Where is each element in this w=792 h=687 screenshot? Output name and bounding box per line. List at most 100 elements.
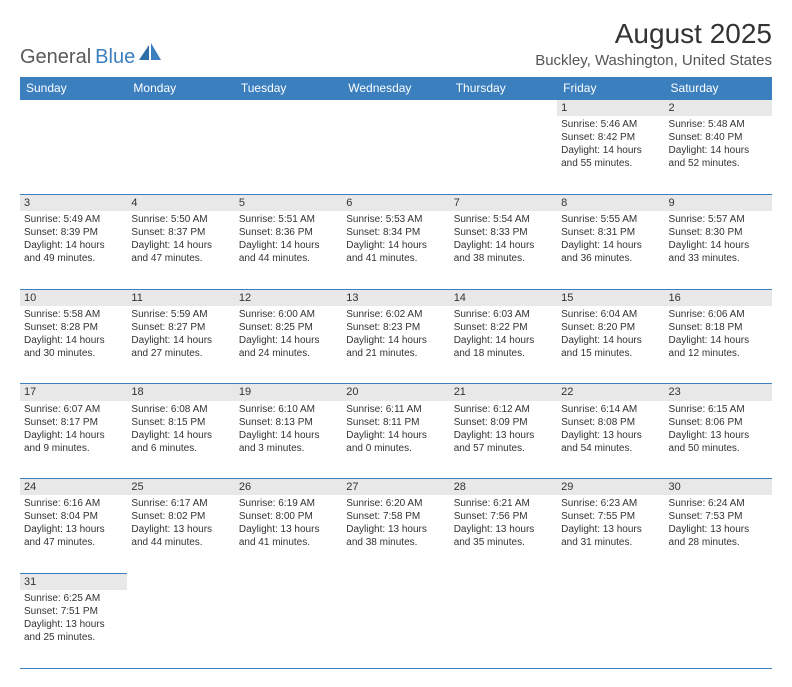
month-title: August 2025: [535, 18, 772, 50]
sunrise-line: Sunrise: 6:25 AM: [24, 592, 123, 605]
daylight-line-1: Daylight: 13 hours: [131, 523, 230, 536]
sunset-line: Sunset: 8:39 PM: [24, 226, 123, 239]
daylight-line-2: and 36 minutes.: [561, 252, 660, 265]
day-number-cell: 20: [342, 384, 449, 401]
sunrise-line: Sunrise: 5:58 AM: [24, 308, 123, 321]
sunrise-line: Sunrise: 6:24 AM: [669, 497, 768, 510]
sunset-line: Sunset: 8:34 PM: [346, 226, 445, 239]
day-cell: Sunrise: 5:51 AMSunset: 8:36 PMDaylight:…: [235, 211, 342, 289]
empty-cell: [342, 100, 449, 117]
sunset-line: Sunset: 8:40 PM: [669, 131, 768, 144]
sunset-line: Sunset: 7:56 PM: [454, 510, 553, 523]
day-cell: Sunrise: 6:11 AMSunset: 8:11 PMDaylight:…: [342, 401, 449, 479]
day-number: 21: [454, 386, 466, 398]
day-number-cell: 25: [127, 479, 234, 496]
day-number: 13: [346, 292, 358, 304]
sunset-line: Sunset: 8:04 PM: [24, 510, 123, 523]
daylight-line-1: Daylight: 14 hours: [561, 334, 660, 347]
sunrise-line: Sunrise: 6:07 AM: [24, 403, 123, 416]
day-number: 7: [454, 197, 460, 209]
sunrise-line: Sunrise: 5:51 AM: [239, 213, 338, 226]
day-number: 9: [669, 197, 675, 209]
daylight-line-1: Daylight: 13 hours: [346, 523, 445, 536]
weekday-header: Wednesday: [342, 77, 449, 100]
day-number-cell: 6: [342, 194, 449, 211]
daylight-line-1: Daylight: 14 hours: [24, 429, 123, 442]
day-number-cell: 3: [20, 194, 127, 211]
empty-cell: [235, 573, 342, 590]
sunset-line: Sunset: 8:00 PM: [239, 510, 338, 523]
day-cell: Sunrise: 5:58 AMSunset: 8:28 PMDaylight:…: [20, 306, 127, 384]
daylight-line-1: Daylight: 14 hours: [131, 429, 230, 442]
sunrise-line: Sunrise: 6:23 AM: [561, 497, 660, 510]
day-cell: Sunrise: 6:25 AMSunset: 7:51 PMDaylight:…: [20, 590, 127, 668]
calendar-page: GeneralBlue August 2025 Buckley, Washing…: [0, 0, 792, 687]
daylight-line-2: and 50 minutes.: [669, 442, 768, 455]
sunset-line: Sunset: 8:28 PM: [24, 321, 123, 334]
daylight-line-2: and 47 minutes.: [24, 536, 123, 549]
empty-cell: [342, 116, 449, 194]
day-cell: Sunrise: 5:53 AMSunset: 8:34 PMDaylight:…: [342, 211, 449, 289]
calendar-table: SundayMondayTuesdayWednesdayThursdayFrid…: [20, 77, 772, 669]
daylight-line-2: and 38 minutes.: [454, 252, 553, 265]
sunset-line: Sunset: 8:11 PM: [346, 416, 445, 429]
week-row: Sunrise: 6:07 AMSunset: 8:17 PMDaylight:…: [20, 401, 772, 479]
day-number: 1: [561, 102, 567, 114]
daynum-row: 17181920212223: [20, 384, 772, 401]
sunrise-line: Sunrise: 5:57 AM: [669, 213, 768, 226]
day-cell: Sunrise: 6:21 AMSunset: 7:56 PMDaylight:…: [450, 495, 557, 573]
day-cell: Sunrise: 6:02 AMSunset: 8:23 PMDaylight:…: [342, 306, 449, 384]
sunrise-line: Sunrise: 5:49 AM: [24, 213, 123, 226]
daylight-line-1: Daylight: 14 hours: [561, 144, 660, 157]
sunset-line: Sunset: 8:06 PM: [669, 416, 768, 429]
sunset-line: Sunset: 8:09 PM: [454, 416, 553, 429]
daylight-line-1: Daylight: 14 hours: [239, 334, 338, 347]
day-number-cell: 24: [20, 479, 127, 496]
day-number: 24: [24, 481, 36, 493]
day-number-cell: 19: [235, 384, 342, 401]
sunset-line: Sunset: 8:30 PM: [669, 226, 768, 239]
daylight-line-1: Daylight: 13 hours: [669, 523, 768, 536]
empty-cell: [450, 116, 557, 194]
daylight-line-2: and 55 minutes.: [561, 157, 660, 170]
empty-cell: [235, 590, 342, 668]
daylight-line-1: Daylight: 13 hours: [24, 523, 123, 536]
empty-cell: [665, 590, 772, 668]
day-number-cell: 26: [235, 479, 342, 496]
day-number-cell: 27: [342, 479, 449, 496]
day-cell: Sunrise: 6:23 AMSunset: 7:55 PMDaylight:…: [557, 495, 664, 573]
daylight-line-1: Daylight: 14 hours: [239, 429, 338, 442]
daylight-line-2: and 33 minutes.: [669, 252, 768, 265]
empty-cell: [450, 100, 557, 117]
empty-cell: [20, 100, 127, 117]
sunrise-line: Sunrise: 5:55 AM: [561, 213, 660, 226]
daylight-line-2: and 27 minutes.: [131, 347, 230, 360]
sunset-line: Sunset: 8:25 PM: [239, 321, 338, 334]
day-cell: Sunrise: 5:50 AMSunset: 8:37 PMDaylight:…: [127, 211, 234, 289]
weekday-header: Thursday: [450, 77, 557, 100]
sunrise-line: Sunrise: 6:00 AM: [239, 308, 338, 321]
daylight-line-1: Daylight: 14 hours: [346, 429, 445, 442]
daylight-line-1: Daylight: 14 hours: [24, 334, 123, 347]
daylight-line-1: Daylight: 14 hours: [669, 239, 768, 252]
daylight-line-2: and 38 minutes.: [346, 536, 445, 549]
sunset-line: Sunset: 7:58 PM: [346, 510, 445, 523]
empty-cell: [557, 573, 664, 590]
daylight-line-2: and 18 minutes.: [454, 347, 553, 360]
daylight-line-2: and 21 minutes.: [346, 347, 445, 360]
day-cell: Sunrise: 6:03 AMSunset: 8:22 PMDaylight:…: [450, 306, 557, 384]
sunrise-line: Sunrise: 6:11 AM: [346, 403, 445, 416]
day-number: 8: [561, 197, 567, 209]
daylight-line-1: Daylight: 14 hours: [346, 239, 445, 252]
sunrise-line: Sunrise: 6:06 AM: [669, 308, 768, 321]
sunset-line: Sunset: 7:55 PM: [561, 510, 660, 523]
daylight-line-1: Daylight: 13 hours: [669, 429, 768, 442]
day-cell: Sunrise: 5:57 AMSunset: 8:30 PMDaylight:…: [665, 211, 772, 289]
day-number: 12: [239, 292, 251, 304]
day-cell: Sunrise: 6:10 AMSunset: 8:13 PMDaylight:…: [235, 401, 342, 479]
brand-main: General: [20, 46, 91, 69]
day-cell: Sunrise: 6:07 AMSunset: 8:17 PMDaylight:…: [20, 401, 127, 479]
daylight-line-2: and 54 minutes.: [561, 442, 660, 455]
daylight-line-1: Daylight: 13 hours: [561, 523, 660, 536]
day-number: 11: [131, 292, 142, 304]
